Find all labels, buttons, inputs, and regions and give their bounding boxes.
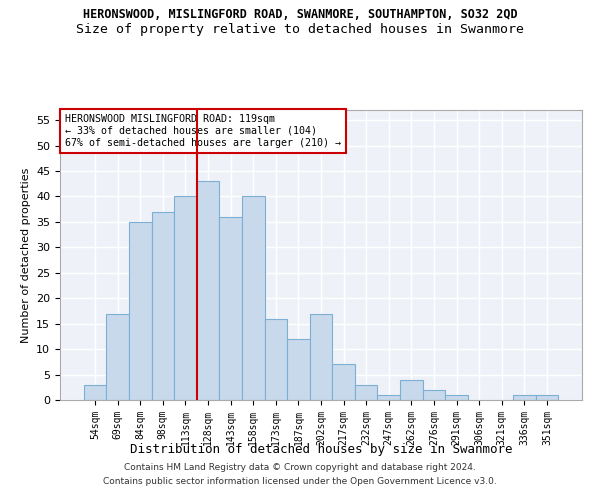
Bar [332,364,355,400]
Bar [377,395,400,400]
Bar [174,196,197,400]
Bar [400,380,422,400]
Bar [310,314,332,400]
Bar [445,395,468,400]
Bar [422,390,445,400]
Bar [84,384,106,400]
Bar [355,384,377,400]
Text: Size of property relative to detached houses in Swanmore: Size of property relative to detached ho… [76,22,524,36]
Bar [197,181,220,400]
Bar [152,212,174,400]
Bar [287,339,310,400]
Bar [129,222,152,400]
Bar [265,318,287,400]
Bar [106,314,129,400]
Text: HERONSWOOD, MISLINGFORD ROAD, SWANMORE, SOUTHAMPTON, SO32 2QD: HERONSWOOD, MISLINGFORD ROAD, SWANMORE, … [83,8,517,20]
Bar [220,217,242,400]
Bar [536,395,558,400]
Text: Contains public sector information licensed under the Open Government Licence v3: Contains public sector information licen… [103,477,497,486]
Bar [242,196,265,400]
Text: Distribution of detached houses by size in Swanmore: Distribution of detached houses by size … [130,442,512,456]
Text: HERONSWOOD MISLINGFORD ROAD: 119sqm
← 33% of detached houses are smaller (104)
6: HERONSWOOD MISLINGFORD ROAD: 119sqm ← 33… [65,114,341,148]
Text: Contains HM Land Registry data © Crown copyright and database right 2024.: Contains HM Land Registry data © Crown c… [124,464,476,472]
Bar [513,395,536,400]
Y-axis label: Number of detached properties: Number of detached properties [20,168,31,342]
